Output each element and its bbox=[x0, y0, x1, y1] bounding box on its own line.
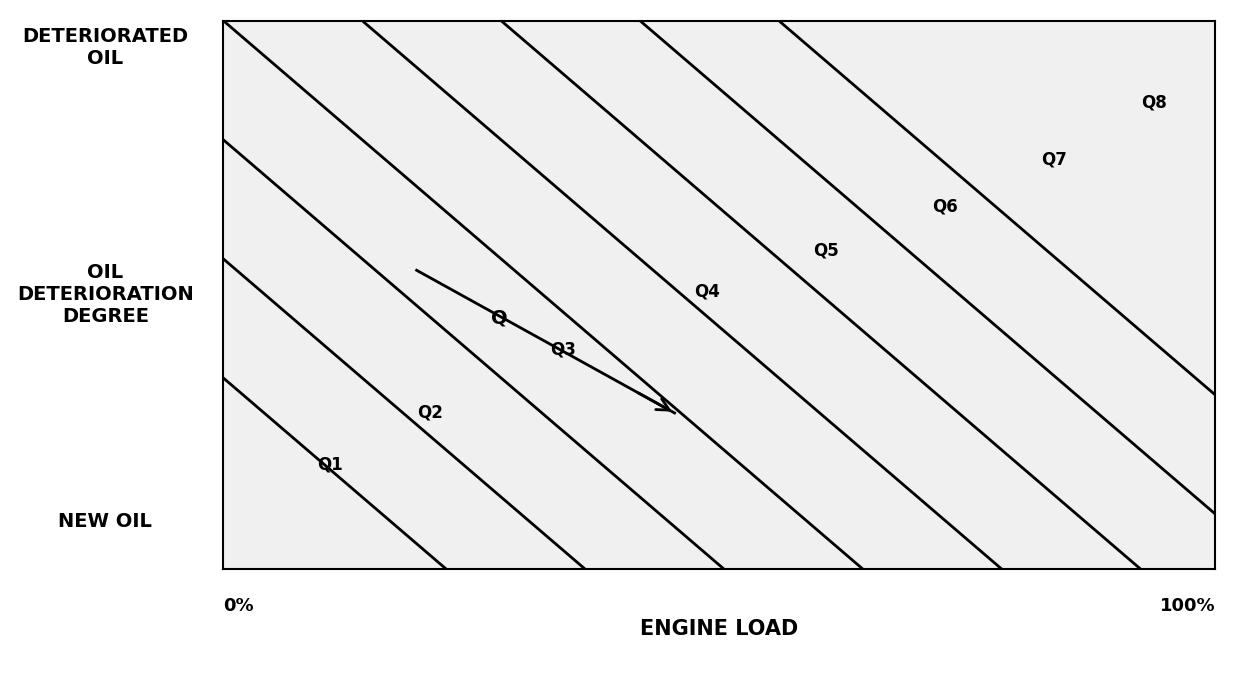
Text: Q4: Q4 bbox=[694, 283, 720, 300]
Text: Q1: Q1 bbox=[317, 456, 343, 473]
Text: Q3: Q3 bbox=[551, 340, 577, 358]
Text: Q7: Q7 bbox=[1042, 151, 1068, 169]
Text: DETERIORATED
OIL: DETERIORATED OIL bbox=[22, 27, 188, 69]
Text: Q: Q bbox=[491, 309, 507, 328]
Text: Q5: Q5 bbox=[813, 241, 839, 259]
Text: OIL
DETERIORATION
DEGREE: OIL DETERIORATION DEGREE bbox=[17, 263, 193, 327]
Text: Q6: Q6 bbox=[932, 198, 959, 215]
Text: 0%: 0% bbox=[223, 597, 254, 615]
Text: NEW OIL: NEW OIL bbox=[58, 512, 153, 531]
Text: Q8: Q8 bbox=[1141, 93, 1167, 111]
Text: Q2: Q2 bbox=[417, 403, 443, 421]
Text: ENGINE LOAD: ENGINE LOAD bbox=[640, 619, 799, 639]
Text: 100%: 100% bbox=[1159, 597, 1215, 615]
